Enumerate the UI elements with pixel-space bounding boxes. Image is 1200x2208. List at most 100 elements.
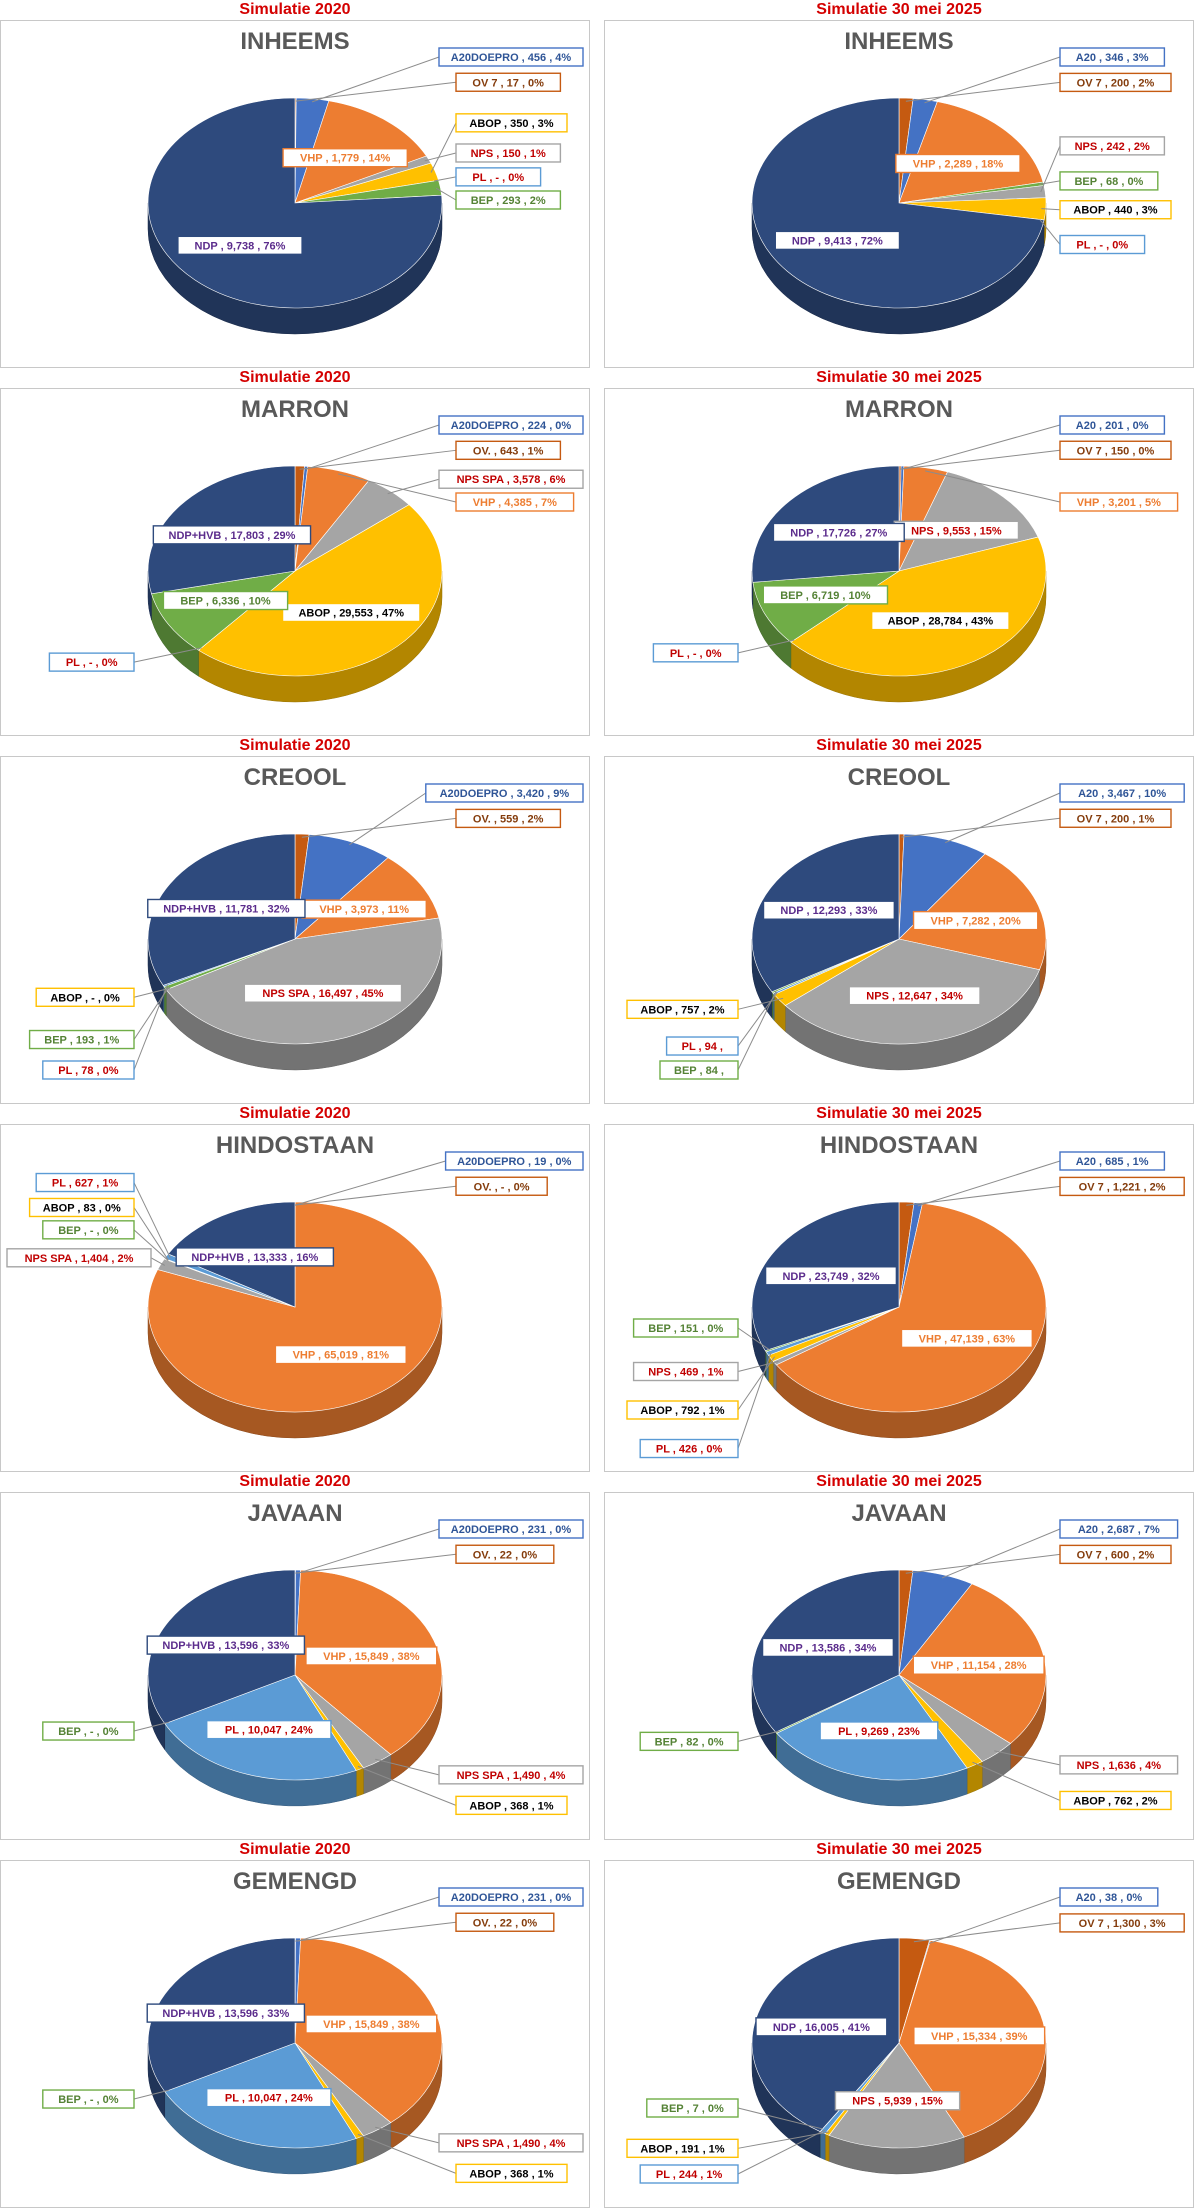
data-label-nps-spa: NPS SPA , 16,497 , 45%	[244, 984, 401, 1002]
data-label-vhp: VHP , 15,334 , 39%	[914, 2027, 1045, 2045]
data-label-ndp-hvb: NDP+HVB , 13,596 , 33%	[147, 2004, 304, 2022]
data-label-ov-7: OV 7 , 150 , 0%	[1060, 441, 1171, 459]
chart-title: MARRON	[241, 396, 349, 423]
chart-title: GEMENGD	[233, 1868, 357, 1895]
data-label-ndp-hvb: NDP+HVB , 13,333 , 16%	[176, 1248, 333, 1266]
leader-line	[942, 1529, 1060, 1578]
data-label-ndp: NDP , 13,586 , 34%	[763, 1638, 894, 1656]
chart-cell-marron-2025: Simulatie 30 mei 2025 MARRON OV 7 , 150 , …	[604, 368, 1194, 736]
leader-line	[906, 1554, 1060, 1573]
data-label-text: A20 , 38 , 0%	[1076, 1892, 1143, 1904]
data-label-bep: BEP , 82 , 0%	[640, 1732, 738, 1750]
chart-title: MARRON	[845, 396, 953, 423]
data-label-nps-spa: NPS SPA , 3,578 , 6%	[439, 470, 583, 488]
leader-line	[431, 123, 456, 173]
data-label-pl: PL , 10,047 , 24%	[207, 1721, 331, 1739]
data-label-ov: OV. , - , 0%	[456, 1177, 547, 1195]
data-label-vhp: VHP , 15,849 , 38%	[306, 2015, 437, 2033]
data-label-text: NDP , 12,293 , 33%	[780, 905, 877, 917]
leader-line	[914, 1923, 1060, 1942]
data-label-bep: BEP , 6,719 , 10%	[763, 586, 887, 604]
data-label-text: PL , 9,269 , 23%	[838, 1726, 920, 1738]
data-label-text: BEP , 84 ,	[674, 1065, 724, 1077]
data-label-text: NPS , 469 , 1%	[648, 1367, 723, 1379]
chart-title: GEMENGD	[837, 1868, 961, 1895]
data-label-vhp: VHP , 1,779 , 14%	[283, 149, 407, 167]
leader-line	[738, 1357, 775, 1410]
data-label-text: NPS , 12,647 , 34%	[866, 991, 963, 1003]
data-label-ndp-hvb: NDP+HVB , 13,596 , 33%	[147, 1636, 304, 1654]
data-label-text: ABOP , 83 , 0%	[43, 1202, 121, 1214]
leader-line	[900, 450, 1060, 469]
chart-title: INHEEMS	[240, 28, 349, 55]
data-label-text: A20DOEPRO , 3,420 , 9%	[440, 788, 570, 800]
data-label-text: VHP , 47,139 , 63%	[919, 1333, 1016, 1345]
leader-line	[945, 793, 1060, 843]
data-label-text: BEP , 193 , 1%	[44, 1035, 119, 1047]
data-label-bep: BEP , 293 , 2%	[456, 191, 560, 209]
data-label-vhp: VHP , 47,139 , 63%	[901, 1329, 1032, 1347]
data-label-text: VHP , 1,779 , 14%	[300, 153, 391, 165]
data-label-text: VHP , 15,849 , 38%	[323, 2019, 420, 2031]
chart-panel: MARRON OV. , 643 , 1% A20DOEPRO , 224 , 0%…	[0, 388, 590, 736]
data-label-text: BEP , 293 , 2%	[471, 195, 546, 207]
pie-side-abop	[825, 2134, 829, 2162]
data-label-nps-spa: NPS SPA , 1,490 , 4%	[439, 2134, 583, 2152]
data-label-text: NDP+HVB , 13,596 , 33%	[162, 1640, 289, 1652]
chart-caption: Simulatie 30 mei 2025	[604, 368, 1194, 388]
data-label-ov: OV. , 643 , 1%	[456, 441, 560, 459]
data-label-abop: ABOP , 83 , 0%	[30, 1198, 134, 1216]
data-label-ndp: NDP , 9,738 , 76%	[178, 236, 302, 254]
pie-side-abop	[356, 2136, 363, 2165]
leader-line	[295, 1554, 456, 1573]
data-label-vhp: VHP , 4,385 , 7%	[456, 493, 574, 511]
data-label-pl: PL , 9,269 , 23%	[820, 1722, 938, 1740]
leader-line	[738, 1352, 771, 1448]
data-label-text: BEP , 6,336 , 10%	[180, 596, 271, 608]
leader-line	[295, 1922, 456, 1941]
data-label-pl: PL , 78 , 0%	[43, 1061, 134, 1079]
data-label-text: OV 7 , 1,300 , 3%	[1079, 1918, 1166, 1930]
leader-line	[298, 1529, 439, 1573]
data-label-a20doepro: A20DOEPRO , 19 , 0%	[446, 1152, 583, 1170]
data-label-nps-spa: NPS SPA , 1,404 , 2%	[7, 1249, 151, 1267]
data-label-ov: OV. , 559 , 2%	[456, 809, 560, 827]
data-label-bep: BEP , - , 0%	[43, 1722, 134, 1740]
data-label-pl: PL , - , 0%	[1060, 235, 1145, 253]
data-label-text: A20DOEPRO , 231 , 0%	[451, 1892, 572, 1904]
data-label-text: OV. , - , 0%	[474, 1181, 530, 1193]
data-label-vhp: VHP , 2,289 , 18%	[896, 154, 1020, 172]
data-label-ov-7: OV 7 , 200 , 1%	[1060, 809, 1171, 827]
data-label-nps: NPS , 242 , 2%	[1060, 137, 1164, 155]
data-label-text: VHP , 3,201 , 5%	[1077, 497, 1161, 509]
data-label-ov-7: OV 7 , 1,221 , 2%	[1060, 1177, 1184, 1195]
data-label-abop: ABOP , - , 0%	[36, 988, 134, 1006]
data-label-text: NDP+HVB , 13,596 , 33%	[162, 2008, 289, 2020]
leader-line	[298, 1897, 439, 1941]
leader-line	[902, 425, 1060, 469]
leader-line	[296, 82, 456, 101]
data-label-text: ABOP , - , 0%	[50, 992, 120, 1004]
data-label-abop: ABOP , 757 , 2%	[627, 1000, 738, 1018]
chart-caption: Simulatie 30 mei 2025	[604, 1840, 1194, 1860]
data-label-ov-7: OV 7 , 600 , 2%	[1060, 1545, 1171, 1563]
data-label-a20: A20 , 38 , 0%	[1060, 1888, 1158, 1906]
data-label-a20doepro: A20DOEPRO , 3,420 , 9%	[426, 784, 583, 802]
chart-cell-gemengd-2025: Simulatie 30 mei 2025 GEMENGD OV 7 , 1,300…	[604, 1840, 1194, 2208]
data-label-text: OV 7 , 600 , 2%	[1077, 1549, 1155, 1561]
chart-caption: Simulatie 30 mei 2025	[604, 0, 1194, 20]
data-label-text: A20DOEPRO , 224 , 0%	[451, 420, 572, 432]
data-label-text: VHP , 15,334 , 39%	[931, 2031, 1028, 2043]
chart-title: CREOOL	[848, 764, 951, 791]
data-label-vhp: VHP , 11,154 , 28%	[913, 1656, 1044, 1674]
